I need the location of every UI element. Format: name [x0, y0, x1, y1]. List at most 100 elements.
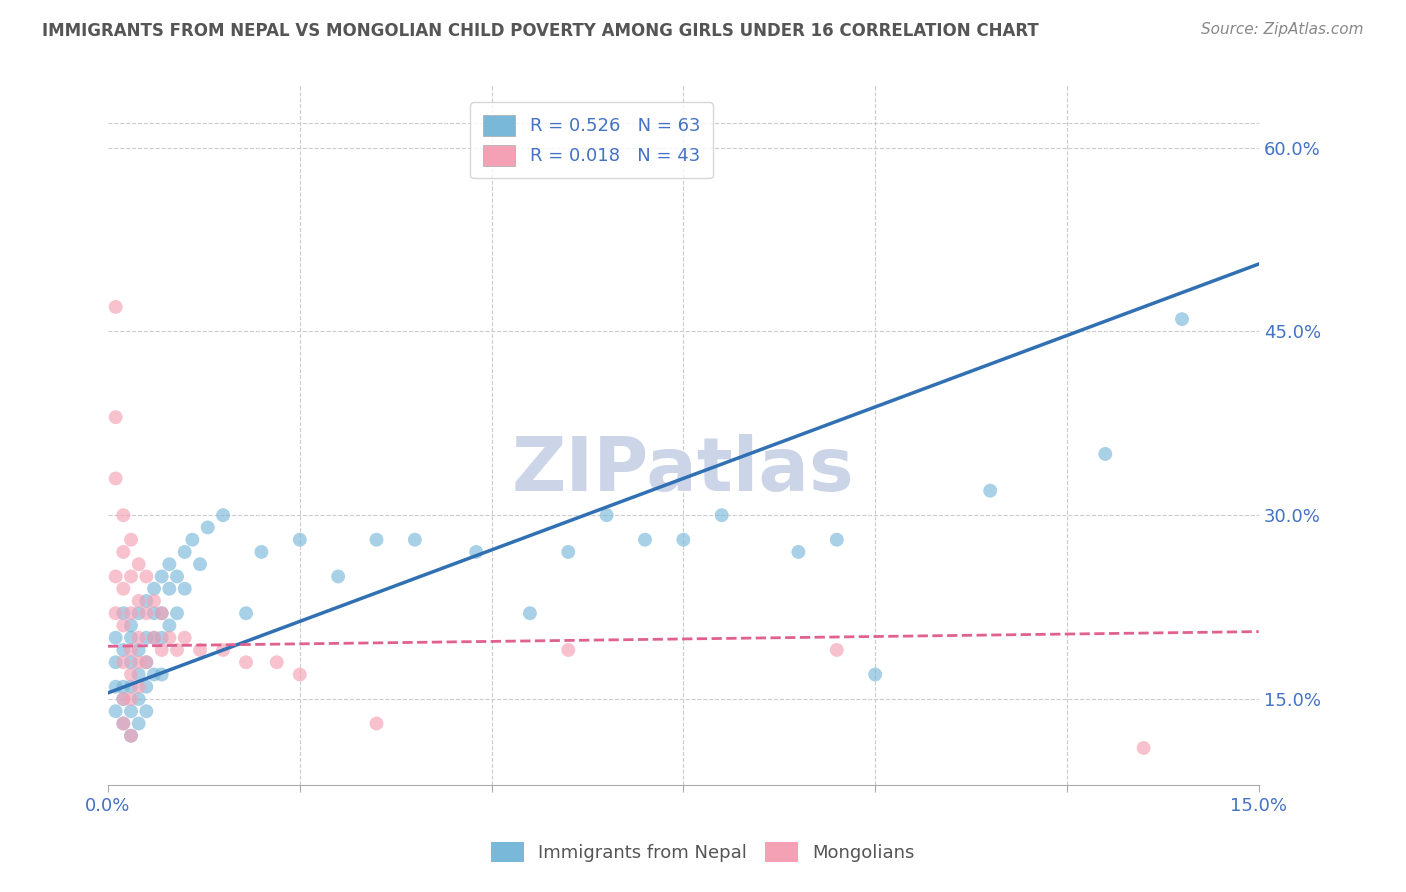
Point — [104, 410, 127, 425]
Point — [112, 618, 135, 632]
Point — [1132, 741, 1154, 756]
Point — [634, 533, 657, 547]
Point — [173, 545, 195, 559]
Point — [112, 716, 135, 731]
Legend: Immigrants from Nepal, Mongolians: Immigrants from Nepal, Mongolians — [484, 834, 922, 870]
Point — [863, 667, 886, 681]
Point — [150, 643, 173, 657]
Point — [112, 716, 135, 731]
Point — [288, 533, 311, 547]
Point — [166, 643, 188, 657]
Point — [150, 606, 173, 620]
Point — [112, 692, 135, 706]
Point — [143, 667, 166, 681]
Point — [143, 631, 166, 645]
Point — [128, 606, 150, 620]
Point — [173, 631, 195, 645]
Point — [979, 483, 1001, 498]
Point — [104, 704, 127, 718]
Point — [128, 558, 150, 572]
Point — [120, 704, 142, 718]
Point — [212, 508, 235, 523]
Point — [104, 471, 127, 485]
Point — [825, 643, 848, 657]
Point — [1171, 312, 1194, 326]
Point — [150, 631, 173, 645]
Point — [404, 533, 426, 547]
Point — [120, 533, 142, 547]
Point — [197, 520, 219, 534]
Point — [266, 655, 288, 669]
Point — [366, 716, 388, 731]
Point — [135, 680, 157, 694]
Point — [104, 606, 127, 620]
Point — [128, 655, 150, 669]
Point — [135, 606, 157, 620]
Point — [128, 594, 150, 608]
Point — [120, 606, 142, 620]
Point — [104, 300, 127, 314]
Point — [112, 655, 135, 669]
Point — [128, 667, 150, 681]
Point — [128, 692, 150, 706]
Point — [326, 569, 349, 583]
Point — [128, 643, 150, 657]
Point — [112, 692, 135, 706]
Point — [104, 569, 127, 583]
Point — [787, 545, 810, 559]
Point — [143, 606, 166, 620]
Point — [710, 508, 733, 523]
Point — [135, 569, 157, 583]
Text: IMMIGRANTS FROM NEPAL VS MONGOLIAN CHILD POVERTY AMONG GIRLS UNDER 16 CORRELATIO: IMMIGRANTS FROM NEPAL VS MONGOLIAN CHILD… — [42, 22, 1039, 40]
Point — [188, 643, 211, 657]
Point — [595, 508, 617, 523]
Point — [212, 643, 235, 657]
Text: ZIPatlas: ZIPatlas — [512, 434, 855, 507]
Point — [112, 606, 135, 620]
Point — [120, 692, 142, 706]
Point — [112, 508, 135, 523]
Point — [120, 680, 142, 694]
Point — [128, 716, 150, 731]
Point — [120, 643, 142, 657]
Point — [112, 643, 135, 657]
Point — [557, 643, 579, 657]
Point — [672, 533, 695, 547]
Point — [120, 569, 142, 583]
Point — [143, 631, 166, 645]
Point — [112, 545, 135, 559]
Point — [135, 655, 157, 669]
Point — [250, 545, 273, 559]
Point — [157, 618, 180, 632]
Text: Source: ZipAtlas.com: Source: ZipAtlas.com — [1201, 22, 1364, 37]
Point — [166, 606, 188, 620]
Point — [120, 655, 142, 669]
Point — [135, 631, 157, 645]
Point — [104, 655, 127, 669]
Point — [235, 655, 257, 669]
Point — [519, 606, 541, 620]
Point — [120, 667, 142, 681]
Point — [1094, 447, 1116, 461]
Point — [557, 545, 579, 559]
Point — [181, 533, 204, 547]
Point — [150, 667, 173, 681]
Point — [157, 582, 180, 596]
Point — [112, 680, 135, 694]
Point — [128, 680, 150, 694]
Point — [150, 569, 173, 583]
Point — [135, 704, 157, 718]
Point — [120, 729, 142, 743]
Point — [166, 569, 188, 583]
Point — [288, 667, 311, 681]
Point — [173, 582, 195, 596]
Point — [235, 606, 257, 620]
Point — [104, 631, 127, 645]
Point — [128, 631, 150, 645]
Point — [120, 631, 142, 645]
Point — [150, 606, 173, 620]
Point — [465, 545, 488, 559]
Point — [157, 558, 180, 572]
Point — [112, 582, 135, 596]
Point — [188, 558, 211, 572]
